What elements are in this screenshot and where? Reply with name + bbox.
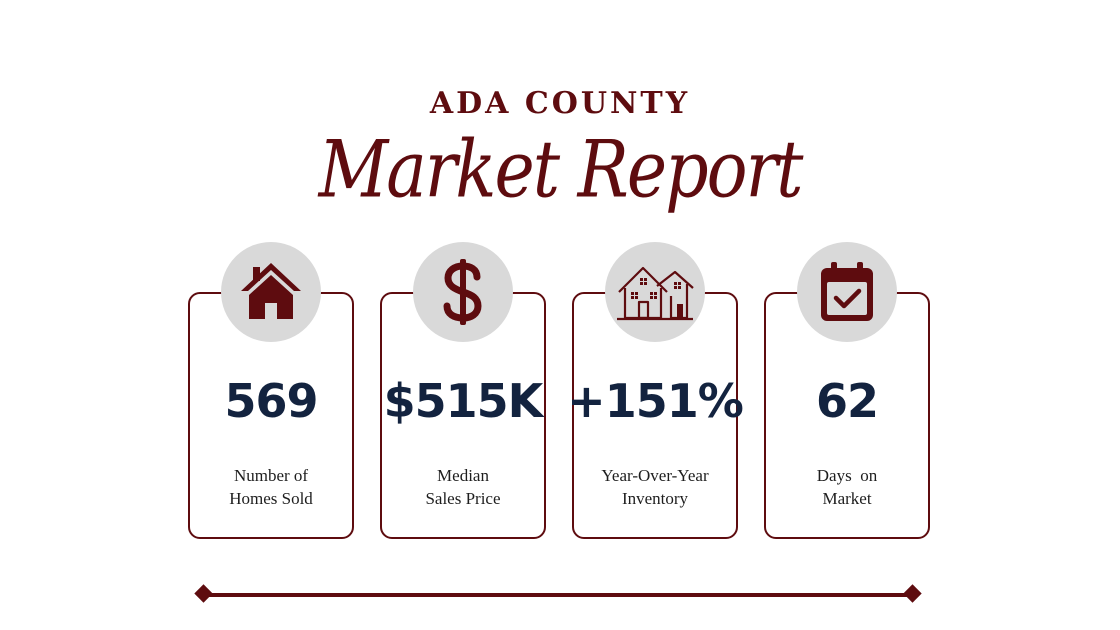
label-line: Number of (233, 466, 309, 485)
median-price-label: Median Sales Price (382, 464, 544, 510)
dollar-sign-icon (443, 259, 482, 325)
icon-circle (221, 242, 321, 342)
label-line: Inventory (621, 489, 689, 508)
houses-icon (617, 266, 694, 321)
label-line: Sales Price (425, 489, 501, 508)
divider-diamond-left (194, 584, 213, 603)
homes-sold-label: Number of Homes Sold (190, 464, 352, 510)
house-icon (241, 263, 301, 319)
county-title: ADA COUNTY (429, 86, 691, 121)
icon-circle (605, 242, 705, 342)
icon-circle (797, 242, 897, 342)
divider-diamond-right (903, 584, 922, 603)
divider-line (203, 593, 913, 597)
inventory-label: Year-Over-Year Inventory (574, 464, 736, 510)
stat-card-inventory: +151% Year-Over-Year Inventory (567, 242, 744, 539)
label-line: Median (437, 466, 489, 485)
inventory-value: +151% (567, 374, 744, 428)
icon-circle (413, 242, 513, 342)
homes-sold-value: 569 (224, 374, 318, 428)
label-line: Market (822, 489, 872, 508)
stat-card-homes-sold: 569 Number of Homes Sold (188, 242, 354, 539)
label-line: Year-Over-Year (601, 466, 709, 485)
label-line: Days on (816, 466, 878, 485)
calendar-check-icon (821, 262, 873, 321)
median-price-value: $515K (383, 374, 544, 428)
report-subtitle: Market Report (318, 125, 804, 216)
label-line: Homes Sold (229, 489, 313, 508)
stat-card-median-price: $515K Median Sales Price (380, 242, 546, 539)
days-on-market-value: 62 (815, 374, 879, 428)
stat-card-days-on-market: 62 Days on Market (764, 242, 930, 539)
days-on-market-label: Days on Market (766, 464, 928, 510)
